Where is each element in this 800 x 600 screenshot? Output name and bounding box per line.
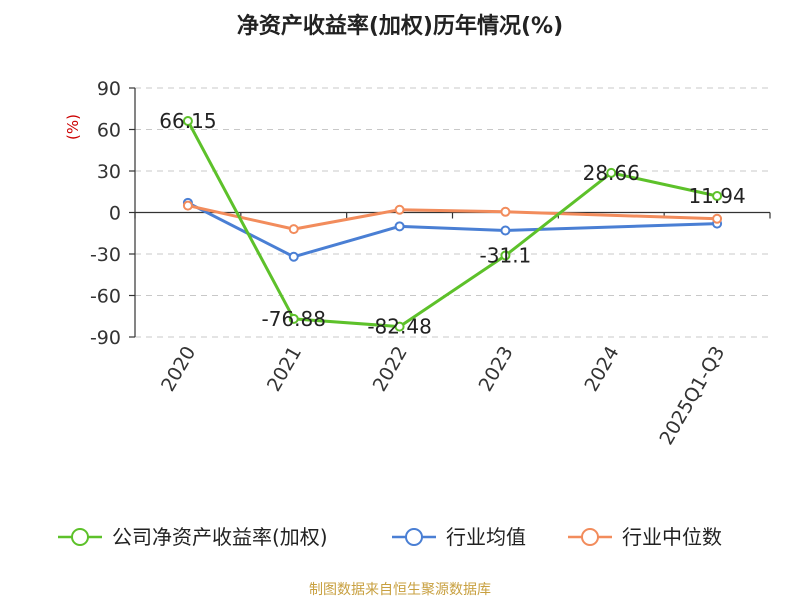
data-labels: 66.15 -76.88 -82.48 -31.1 28.66 11.94 xyxy=(159,109,745,339)
data-label: -31.1 xyxy=(480,244,532,268)
x-tick-label: 2022 xyxy=(369,343,412,396)
data-point xyxy=(606,167,617,178)
y-tick-label: 60 xyxy=(97,120,121,142)
data-point xyxy=(394,204,405,215)
data-point xyxy=(288,251,299,262)
x-tick-label: 2024 xyxy=(580,343,623,396)
legend-marker xyxy=(581,528,599,546)
data-label: -76.88 xyxy=(262,307,326,331)
chart-title: 净资产收益率(加权)历年情况(%) xyxy=(237,13,563,39)
data-label: 66.15 xyxy=(159,109,216,133)
x-tick-label: 2021 xyxy=(263,343,306,396)
x-tick-label: 2023 xyxy=(475,343,518,396)
data-point xyxy=(500,225,511,236)
series-line xyxy=(186,120,718,329)
x-tick-label: 2025Q1-Q3 xyxy=(655,343,729,449)
grid xyxy=(135,87,770,338)
data-point xyxy=(712,213,723,224)
data-point xyxy=(500,250,511,261)
legend-label: 行业均值 xyxy=(446,525,526,549)
y-tick-label: -60 xyxy=(90,286,121,308)
y-unit-label: (%) xyxy=(64,114,82,140)
data-label: 11.94 xyxy=(688,184,745,208)
data-point xyxy=(712,190,723,201)
data-point xyxy=(288,224,299,235)
data-label: 28.66 xyxy=(583,161,640,185)
legend-label: 行业中位数 xyxy=(622,525,722,549)
y-tick-label: 30 xyxy=(97,161,121,183)
data-point xyxy=(182,200,193,211)
legend-marker xyxy=(71,528,89,546)
legend-label: 公司净资产收益率(加权) xyxy=(112,525,328,549)
data-label: -82.48 xyxy=(367,315,431,339)
y-tick-label: 90 xyxy=(97,78,121,100)
source-note: 制图数据来自恒生聚源数据库 xyxy=(309,582,491,598)
data-point xyxy=(288,313,299,324)
data-point xyxy=(182,115,193,126)
data-point xyxy=(394,221,405,232)
x-tick-label: 2020 xyxy=(157,343,200,396)
series-layer xyxy=(182,115,723,332)
axes: 90 60 30 0 -30 -60 -90 2020 2021 2022 2023 2024 2025… xyxy=(90,78,771,449)
legend: 公司净资产收益率(加权) 行业均值 行业中位数 xyxy=(58,525,722,549)
y-tick-label: -90 xyxy=(90,327,121,349)
legend-marker xyxy=(405,528,423,546)
y-tick-label: -30 xyxy=(90,244,121,266)
y-tick-label: 0 xyxy=(109,203,121,225)
data-point xyxy=(394,321,405,332)
data-point xyxy=(500,206,511,217)
